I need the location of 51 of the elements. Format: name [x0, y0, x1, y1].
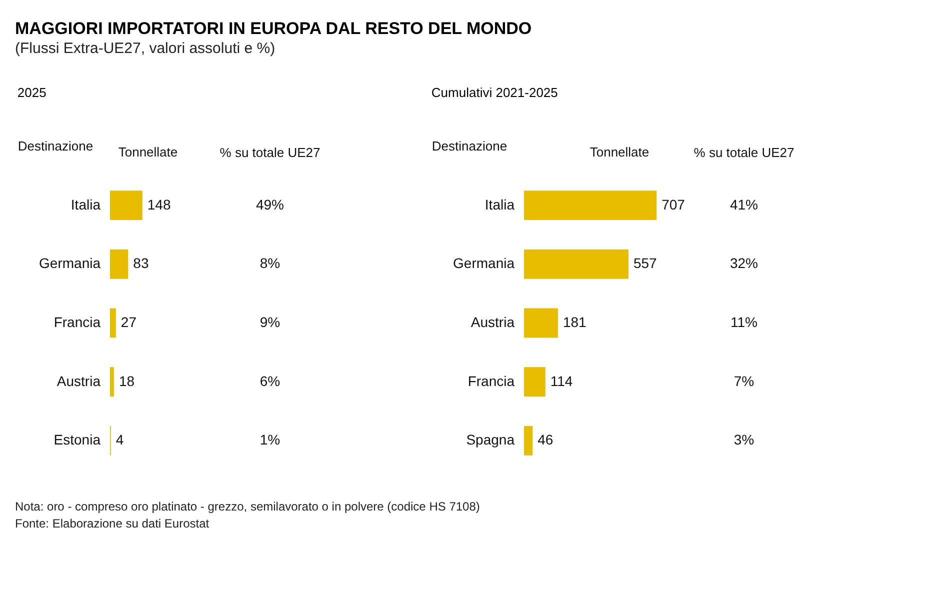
y-tick-label: Francia: [54, 314, 101, 330]
data-label: 707: [662, 196, 686, 212]
text: 41%: [730, 196, 758, 212]
chart-title: 2025: [17, 85, 46, 100]
bar: [524, 190, 657, 220]
text: 1%: [260, 432, 280, 448]
data-label: 18: [118, 372, 135, 389]
y-tick-label: Germania: [453, 255, 515, 272]
text: MAGGIORI IMPORTATORI IN EUROPA DAL RESTO DEL MONDO: [15, 19, 532, 38]
bar: [110, 308, 116, 338]
text: 6%: [260, 372, 280, 389]
bar: [110, 190, 142, 220]
x-axis-title: Tonnellate: [118, 144, 178, 160]
data-label: 46: [538, 432, 554, 448]
y-tick-label: Austria: [470, 314, 515, 330]
text: 3%: [734, 432, 754, 448]
y-tick-label: Italia: [484, 196, 515, 212]
y-tick-label: Germania: [39, 255, 101, 272]
y-axis-title: Destinazione: [18, 138, 94, 154]
bar: [110, 249, 128, 279]
bar: [524, 249, 628, 279]
y-axis-title: Destinazione: [432, 138, 508, 154]
text: % su totale UE27: [220, 145, 320, 160]
chart-title: Cumulativi 2021-2025: [431, 85, 558, 100]
bar: [110, 367, 114, 397]
y-tick-label: Italia: [70, 196, 101, 212]
text: (Flussi Extra-UE27, valori assoluti e %): [15, 40, 276, 57]
text: 32%: [730, 255, 758, 272]
text: % su totale UE27: [694, 145, 794, 160]
y-tick-label: Spagna: [466, 432, 515, 448]
text: Nota: oro - compreso oro platinato - grezzo, semilavorato o in polvere (codice HS 7108): [15, 500, 480, 514]
text: 7%: [734, 372, 754, 389]
data-label: 114: [550, 372, 573, 389]
data-label: 557: [633, 255, 658, 272]
bar: [524, 308, 558, 338]
text: 11%: [730, 314, 758, 330]
data-label: 27: [120, 314, 137, 330]
data-label: 148: [147, 196, 171, 212]
data-label: 181: [562, 314, 587, 330]
text: 8%: [260, 255, 280, 272]
y-tick-label: Austria: [56, 372, 101, 389]
data-label: 4: [116, 432, 124, 448]
source-note: Fonte: Elaborazione su dati Eurostat: [15, 516, 210, 530]
text: 49%: [256, 196, 284, 212]
data-label: 83: [133, 255, 149, 272]
x-axis-title: Tonnellate: [590, 144, 650, 160]
y-tick-label: Estonia: [54, 432, 101, 448]
text: 9%: [260, 314, 280, 330]
bar: [524, 426, 533, 456]
bar: [524, 367, 546, 397]
y-tick-label: Francia: [468, 372, 515, 389]
